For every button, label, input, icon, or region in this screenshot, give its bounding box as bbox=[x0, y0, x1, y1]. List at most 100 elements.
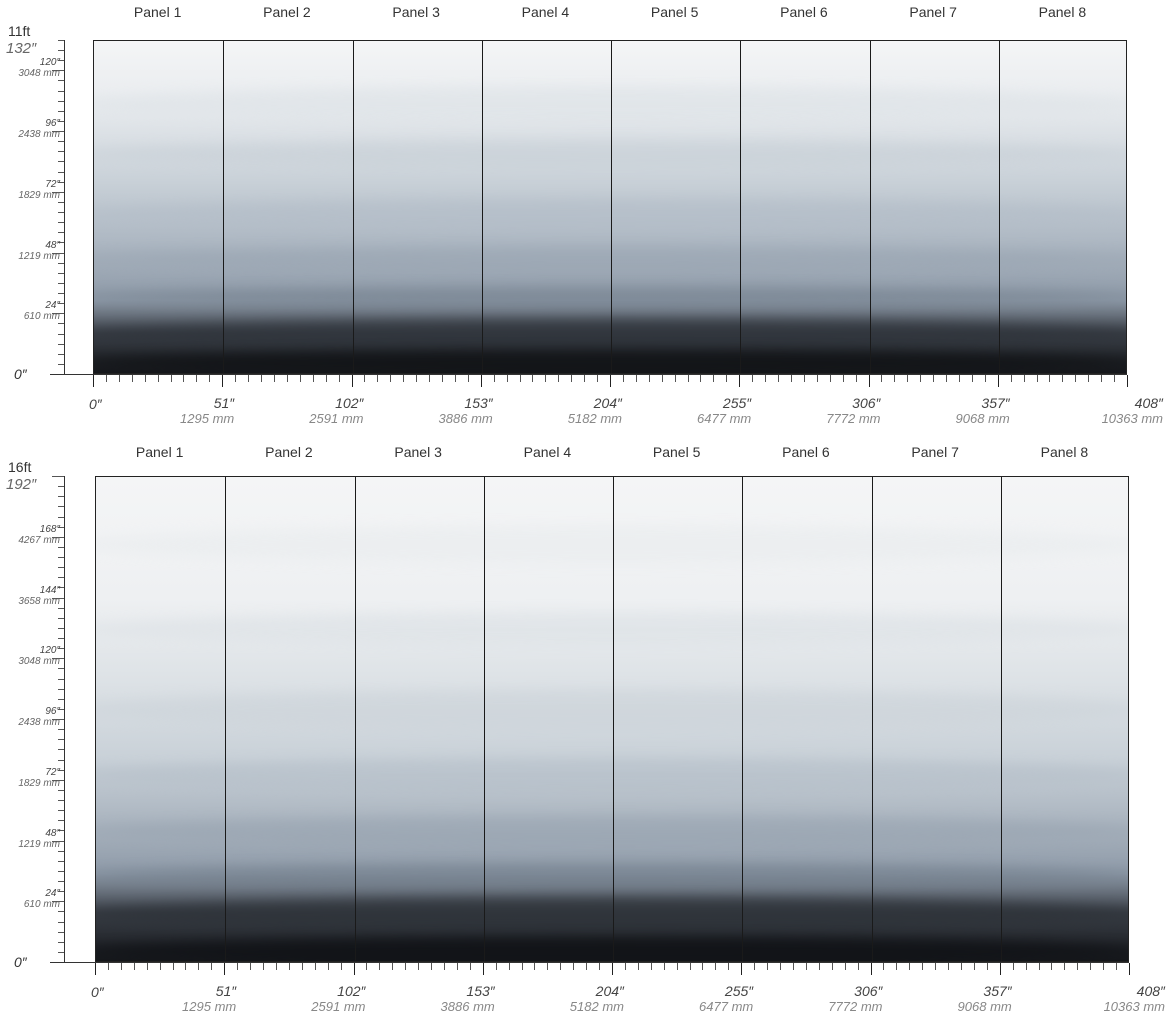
width-tick bbox=[480, 375, 482, 387]
height-tick bbox=[58, 648, 64, 650]
height-tick bbox=[52, 131, 64, 133]
height-tick bbox=[52, 779, 64, 781]
height-inches: 48″ bbox=[45, 827, 60, 839]
width-tick bbox=[818, 963, 820, 970]
height-inches: 96″ bbox=[45, 706, 60, 717]
panel-divider bbox=[742, 477, 744, 961]
width-tick-label: 51″ 1295 mm bbox=[180, 395, 234, 426]
width-tick bbox=[327, 963, 329, 970]
panel-divider bbox=[481, 41, 483, 373]
width-millimeters: 7772 mm bbox=[828, 999, 883, 1014]
height-tick bbox=[58, 80, 64, 82]
width-tick bbox=[1049, 375, 1051, 382]
height-tick bbox=[58, 769, 64, 771]
baseline bbox=[50, 962, 95, 963]
width-tick-label: 102″ 2591 mm bbox=[311, 983, 365, 1014]
width-tick bbox=[674, 375, 676, 382]
width-tick bbox=[637, 963, 639, 970]
width-tick bbox=[803, 375, 805, 382]
panel-divider bbox=[352, 41, 354, 373]
width-millimeters: 2591 mm bbox=[311, 999, 366, 1014]
height-inches: 72″ bbox=[45, 178, 60, 190]
width-tick bbox=[1077, 963, 1079, 970]
width-tick bbox=[907, 375, 909, 382]
width-tick bbox=[844, 963, 846, 970]
width-tick bbox=[778, 375, 780, 382]
width-tick bbox=[508, 963, 510, 970]
height-tick bbox=[58, 921, 64, 923]
height-tick bbox=[58, 891, 64, 893]
height-tick-label: 24″ 610 mm bbox=[24, 888, 60, 910]
panel-label: Panel 7 bbox=[909, 4, 957, 20]
width-tick bbox=[429, 375, 431, 382]
width-tick bbox=[752, 375, 754, 382]
width-millimeters: 10363 mm bbox=[1101, 411, 1163, 426]
width-tick bbox=[314, 963, 316, 970]
width-tick bbox=[713, 375, 715, 382]
width-tick bbox=[870, 963, 872, 975]
width-tick bbox=[687, 375, 689, 382]
height-millimeters: 1219 mm bbox=[18, 250, 60, 262]
height-tick bbox=[58, 546, 64, 548]
height-tick bbox=[58, 911, 64, 913]
width-tick-label: 357″ 9068 mm bbox=[958, 983, 1012, 1014]
width-tick bbox=[312, 375, 314, 382]
width-tick bbox=[855, 375, 857, 382]
watercolor-band bbox=[96, 757, 1128, 792]
width-tick bbox=[351, 375, 353, 387]
height-inches: 120″ bbox=[39, 57, 60, 69]
width-inches: 51″ bbox=[213, 395, 235, 411]
width-tick bbox=[379, 963, 381, 970]
width-tick bbox=[118, 375, 120, 382]
width-tick bbox=[689, 963, 691, 970]
width-tick bbox=[131, 375, 133, 382]
width-inches: 408″ bbox=[1134, 395, 1163, 411]
width-tick bbox=[159, 963, 161, 970]
panel-label: Panel 1 bbox=[135, 444, 184, 460]
width-tick bbox=[909, 963, 911, 970]
panel-label: Panel 3 bbox=[394, 444, 442, 460]
width-tick bbox=[133, 963, 135, 970]
height-inches: 48″ bbox=[45, 239, 60, 251]
width-millimeters: 5182 mm bbox=[567, 411, 622, 426]
height-tick bbox=[58, 486, 64, 488]
width-ruler bbox=[95, 962, 1130, 975]
width-zero-label: 0″ bbox=[91, 984, 104, 1000]
width-tick-label: 408″ 10363 mm bbox=[1104, 983, 1165, 1014]
height-tick bbox=[58, 931, 64, 933]
width-millimeters: 9068 mm bbox=[955, 411, 1010, 426]
height-tick bbox=[58, 729, 64, 731]
height-inches: 96″ bbox=[45, 118, 60, 130]
height-tick bbox=[58, 40, 64, 41]
width-tick bbox=[829, 375, 831, 382]
width-tick bbox=[831, 963, 833, 970]
height-tick bbox=[52, 70, 64, 72]
width-millimeters: 9068 mm bbox=[957, 999, 1012, 1014]
watercolor-band bbox=[96, 689, 1128, 729]
width-tick bbox=[222, 375, 224, 387]
width-tick bbox=[881, 375, 883, 382]
panel-divider bbox=[223, 41, 225, 373]
height-tick bbox=[52, 313, 64, 315]
width-tick bbox=[1036, 375, 1038, 382]
width-tick bbox=[1010, 375, 1012, 382]
width-tick bbox=[790, 375, 792, 382]
width-tick bbox=[739, 375, 741, 387]
height-tick-label: 96″ 2438 mm bbox=[18, 706, 60, 728]
height-tick bbox=[58, 739, 64, 741]
width-millimeters: 1295 mm bbox=[182, 999, 237, 1014]
width-inches: 306″ bbox=[854, 983, 883, 999]
width-inches: 204″ bbox=[593, 395, 622, 411]
height-tick bbox=[58, 567, 64, 569]
height-tick bbox=[58, 516, 64, 518]
height-tick bbox=[58, 860, 64, 862]
width-millimeters: 6477 mm bbox=[697, 411, 752, 426]
width-inches: 255″ bbox=[724, 983, 754, 999]
panel-label: Panel 6 bbox=[782, 444, 830, 460]
height-tick bbox=[58, 353, 64, 355]
width-tick bbox=[960, 963, 962, 970]
width-tick bbox=[780, 963, 782, 970]
height-millimeters: 1829 mm bbox=[18, 189, 60, 201]
